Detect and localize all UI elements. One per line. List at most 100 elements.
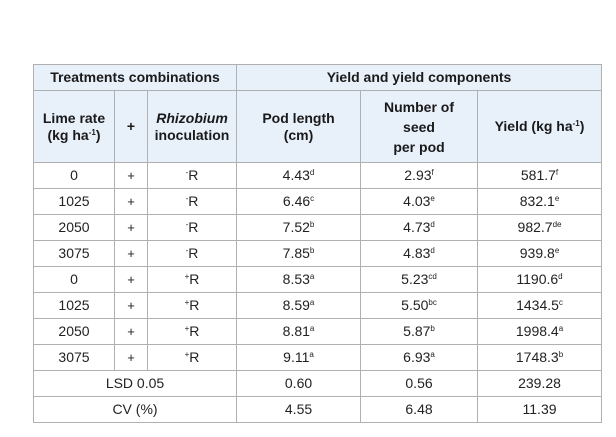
lsd-pod-length: 0.60: [236, 370, 362, 397]
pod-length-header-line2: (cm): [283, 126, 314, 143]
table-row: 2050 + +R 8.81 a 5.87b 1998.4a: [33, 318, 603, 345]
seed-letter: bc: [428, 298, 437, 307]
plus-cell: +: [114, 266, 148, 293]
lime-rate-cell: 3075: [33, 240, 115, 267]
pod-length-letter: a: [309, 350, 314, 359]
plus-header-label: +: [126, 118, 136, 134]
seed-letter: d: [430, 246, 435, 255]
pod-length-letter: a: [309, 272, 315, 281]
rhizobium-sign: +: [184, 324, 190, 333]
seed-cell: 5.50bc: [360, 292, 479, 319]
lime-rate-header-sup: -1: [88, 127, 96, 137]
seed-value: 4.83: [403, 245, 431, 261]
rhizobium-sign: -: [185, 246, 189, 255]
lime-rate-cell: 2050: [33, 214, 115, 241]
column-header-row: Lime rate (kg ha-1) + Rhizobium inoculat…: [33, 90, 603, 163]
lime-rate-cell: 0: [33, 162, 115, 189]
seed-letter: d: [430, 220, 435, 229]
pod-length-cell: 6.46c: [236, 188, 362, 215]
rhizobium-sign: -: [185, 194, 189, 203]
lime-rate-cell: 2050: [33, 318, 115, 345]
rhizobium-label: R: [189, 297, 200, 313]
yield-cell: 1748.3b: [477, 344, 603, 371]
table-row: 1025 + -R 6.46c 4.03e 832.1e: [33, 188, 603, 215]
pod-length-cell: 7.52b: [236, 214, 362, 241]
yield-cell: 1998.4a: [477, 318, 603, 345]
cv-pod-length: 4.55: [236, 396, 362, 423]
pod-length-cell: 8.53a: [236, 266, 362, 293]
lime-rate-cell: 0: [33, 266, 115, 293]
rhizobium-label: R: [189, 349, 200, 365]
rhizobium-label: R: [189, 323, 200, 339]
lsd-yield: 239.28: [477, 370, 603, 397]
yield-letter: e: [554, 246, 560, 255]
seed-letter: a: [430, 350, 435, 359]
pod-length-cell: 8.59a: [236, 292, 362, 319]
seed-cell: 4.03e: [360, 188, 479, 215]
yield-header-sup: -1: [572, 119, 580, 128]
yield-letter: c: [558, 298, 563, 307]
plus-cell: +: [114, 214, 148, 241]
seed-value: 2.93: [404, 167, 432, 183]
seed-value: 4.73: [403, 219, 431, 235]
lime-rate-header-unit: (kg ha: [47, 126, 89, 143]
plus-header: +: [114, 90, 148, 163]
lsd-label: LSD 0.05: [32, 370, 238, 397]
pod-length-letter: d: [309, 168, 315, 177]
yield-value: 939.8: [519, 245, 555, 261]
rhizobium-cell: +R: [146, 266, 238, 293]
plus-cell: +: [114, 292, 148, 319]
yield-header-label: Yield (kg ha: [494, 118, 573, 134]
yield-value: 1748.3: [515, 349, 559, 365]
table-row: 0 + -R 4.43d 2.93f 581.7f: [33, 162, 603, 189]
rhizobium-cell: +R: [146, 292, 238, 319]
yield-letter: b: [558, 350, 564, 359]
seed-value: 5.23: [401, 271, 429, 287]
pod-length-letter: b: [309, 220, 315, 229]
seed-header-line1: Number of: [384, 98, 455, 115]
lime-rate-header-close: ): [95, 126, 101, 143]
pod-length-value: 9.11: [283, 349, 310, 365]
rhizobium-label: R: [188, 245, 199, 261]
rhizobium-header-line1: Rhizobium: [156, 109, 228, 126]
rhizobium-cell: +R: [146, 344, 238, 371]
lime-rate-cell: 1025: [33, 292, 115, 319]
treatments-group-header: Treatments combinations: [32, 64, 238, 91]
rhizobium-cell: +R: [146, 318, 238, 345]
lime-rate-cell: 3075: [33, 344, 115, 371]
seed-value: 5.50: [401, 297, 429, 313]
yield-header-close: ): [579, 118, 585, 134]
seed-cell: 4.83d: [360, 240, 479, 267]
rhizobium-sign: +: [184, 350, 190, 359]
rhizobium-sign: +: [184, 272, 190, 281]
yield-letter: d: [558, 272, 563, 281]
yield-value: 982.7: [517, 219, 553, 235]
rhizobium-label: R: [188, 193, 199, 209]
plus-cell: +: [114, 240, 148, 267]
table-row: 2050 + -R 7.52b 4.73d 982.7de: [33, 214, 603, 241]
yield-value: 832.1: [519, 193, 555, 209]
rhizobium-cell: -R: [146, 240, 238, 267]
table-row: 1025 + +R 8.59a 5.50bc 1434.5c: [33, 292, 603, 319]
seed-cell: 5.87b: [360, 318, 479, 345]
table-row: 0 + +R 8.53a 5.23cd 1190.6d: [33, 266, 603, 293]
cv-row: CV (%) 4.55 6.48 11.39: [32, 396, 603, 423]
seed-value: 6.93: [403, 349, 431, 365]
table-row: 3075 + -R 7.85b 4.83d 939.8e: [33, 240, 603, 267]
yield-value: 1434.5: [516, 297, 559, 313]
seed-header-line2: seed: [403, 118, 435, 135]
rhizobium-sign: -: [185, 220, 189, 229]
pod-length-letter: a: [309, 298, 315, 307]
seed-letter: cd: [428, 272, 437, 281]
plus-cell: +: [114, 188, 148, 215]
rhizobium-header-line2: inoculation: [154, 126, 230, 143]
pod-length-value: 8.59: [282, 297, 310, 313]
yield-letter: a: [558, 324, 564, 333]
yield-cell: 832.1e: [477, 188, 603, 215]
lime-rate-header: Lime rate (kg ha-1): [33, 90, 115, 163]
pod-length-value: 8.81: [282, 323, 310, 339]
seed-header-line3: per pod: [393, 138, 445, 155]
pod-length-letter: c: [310, 194, 315, 203]
rhizobium-sign: +: [184, 298, 190, 307]
pod-length-cell: 9.11a: [236, 344, 362, 371]
